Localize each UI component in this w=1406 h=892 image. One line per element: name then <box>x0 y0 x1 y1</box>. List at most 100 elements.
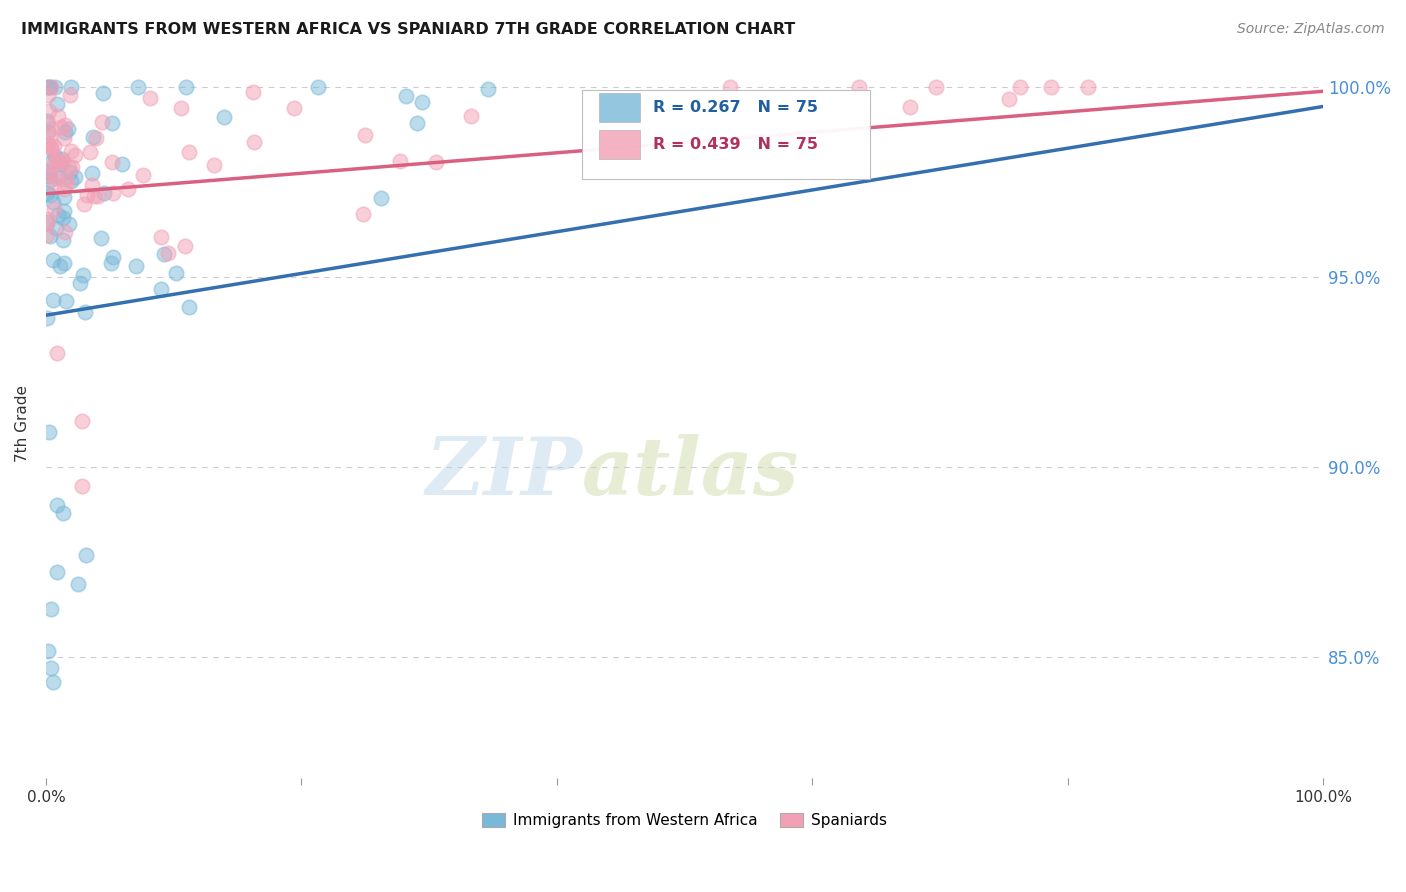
Point <box>51 120 73 134</box>
Point <box>75 548 97 562</box>
Point <box>38 425 60 439</box>
Point <box>242 135 264 149</box>
Point <box>41 675 63 690</box>
Point <box>39 140 62 154</box>
Point <box>37 186 59 200</box>
Point <box>63 147 86 161</box>
Point <box>117 181 139 195</box>
Point <box>70 415 93 429</box>
Point <box>353 128 375 143</box>
Point <box>38 129 60 144</box>
Point <box>53 190 76 204</box>
Point <box>46 208 69 222</box>
Point <box>174 80 197 95</box>
Point <box>48 170 70 185</box>
Point <box>53 119 76 133</box>
Point <box>80 166 103 180</box>
Point <box>42 195 65 210</box>
Text: Source: ZipAtlas.com: Source: ZipAtlas.com <box>1237 22 1385 37</box>
Point <box>46 499 69 513</box>
Point <box>48 153 70 167</box>
Point <box>83 189 105 203</box>
Point <box>37 169 59 183</box>
Point <box>53 125 76 139</box>
Point <box>84 130 107 145</box>
Point <box>242 85 264 99</box>
Point <box>39 602 62 616</box>
Point <box>52 233 75 247</box>
Point <box>38 228 60 243</box>
Point <box>52 211 75 225</box>
Point <box>48 154 70 169</box>
Point <box>46 109 69 123</box>
FancyBboxPatch shape <box>599 130 640 159</box>
Point <box>1077 80 1099 95</box>
Point <box>41 293 63 307</box>
Point <box>111 157 134 171</box>
Point <box>37 214 59 228</box>
Point <box>460 109 482 123</box>
Point <box>51 152 73 166</box>
Point <box>42 252 65 267</box>
Point <box>90 230 112 244</box>
Text: atlas: atlas <box>582 434 800 512</box>
Point <box>39 163 62 178</box>
Point <box>352 207 374 221</box>
Text: ZIP: ZIP <box>426 434 582 512</box>
Point <box>37 137 59 152</box>
Point <box>170 101 193 115</box>
Point <box>425 154 447 169</box>
Point <box>60 80 83 95</box>
Y-axis label: 7th Grade: 7th Grade <box>15 384 30 462</box>
Point <box>406 116 429 130</box>
Point <box>37 125 59 139</box>
Point <box>283 101 305 115</box>
Point <box>45 153 67 167</box>
Point <box>52 506 75 520</box>
Point <box>37 113 59 128</box>
Point <box>179 300 201 314</box>
Text: R = 0.267   N = 75: R = 0.267 N = 75 <box>652 100 818 115</box>
Point <box>925 80 948 95</box>
Point <box>37 217 59 231</box>
Point <box>101 250 124 264</box>
Point <box>718 80 741 95</box>
Point <box>477 82 499 96</box>
Point <box>53 182 76 196</box>
Point <box>39 142 62 156</box>
Point <box>49 157 72 171</box>
Point <box>58 161 80 175</box>
Point <box>157 246 180 260</box>
Point <box>149 229 172 244</box>
Point <box>101 115 124 129</box>
Point <box>132 168 155 182</box>
Point <box>127 80 149 95</box>
Point <box>39 80 62 95</box>
Point <box>37 311 59 326</box>
Point <box>45 96 67 111</box>
Point <box>60 160 83 174</box>
Point <box>45 170 67 185</box>
Point <box>82 130 104 145</box>
Point <box>76 188 98 202</box>
Point <box>52 155 75 169</box>
Point <box>80 178 103 192</box>
Point <box>100 256 122 270</box>
Point <box>37 644 59 658</box>
Text: R = 0.439   N = 75: R = 0.439 N = 75 <box>652 137 818 152</box>
Point <box>101 154 124 169</box>
Point <box>38 80 60 95</box>
Point <box>39 172 62 186</box>
Point <box>395 89 418 103</box>
Point <box>41 122 63 136</box>
Point <box>70 479 93 493</box>
Point <box>177 145 200 160</box>
Point <box>389 153 412 168</box>
Point <box>69 277 91 291</box>
Point <box>101 186 124 200</box>
Point <box>73 305 96 319</box>
Point <box>42 178 65 192</box>
Point <box>37 227 59 242</box>
Point <box>1040 80 1063 95</box>
Point <box>91 115 114 129</box>
